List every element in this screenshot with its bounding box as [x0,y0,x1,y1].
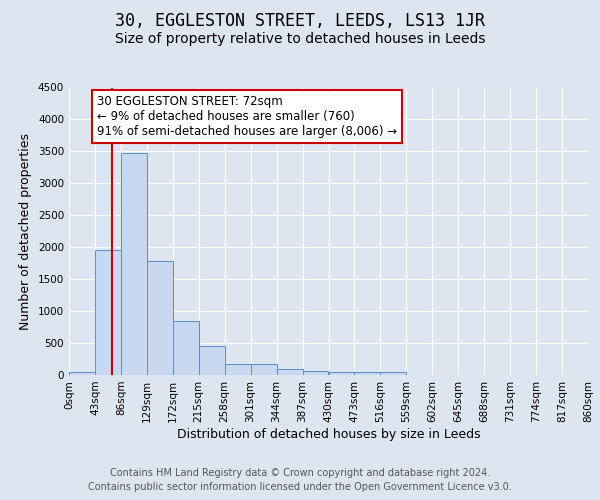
Bar [121,152,147,375]
Bar [277,369,302,375]
Bar [173,320,199,375]
Text: 30, EGGLESTON STREET, LEEDS, LS13 1JR: 30, EGGLESTON STREET, LEEDS, LS13 1JR [115,12,485,30]
Bar [380,372,406,375]
Bar [355,372,380,375]
Bar [329,372,355,375]
Bar [251,364,277,375]
Text: Size of property relative to detached houses in Leeds: Size of property relative to detached ho… [115,32,485,46]
Text: 30 EGGLESTON STREET: 72sqm
← 9% of detached houses are smaller (760)
91% of semi: 30 EGGLESTON STREET: 72sqm ← 9% of detac… [97,95,397,138]
Bar [95,250,121,375]
Bar [147,262,173,375]
Y-axis label: Number of detached properties: Number of detached properties [19,132,32,330]
Bar [199,346,224,375]
Bar [224,364,251,375]
Text: Contains public sector information licensed under the Open Government Licence v3: Contains public sector information licen… [88,482,512,492]
Text: Contains HM Land Registry data © Crown copyright and database right 2024.: Contains HM Land Registry data © Crown c… [110,468,490,477]
X-axis label: Distribution of detached houses by size in Leeds: Distribution of detached houses by size … [176,428,481,440]
Bar [302,371,329,375]
Bar [69,372,95,375]
